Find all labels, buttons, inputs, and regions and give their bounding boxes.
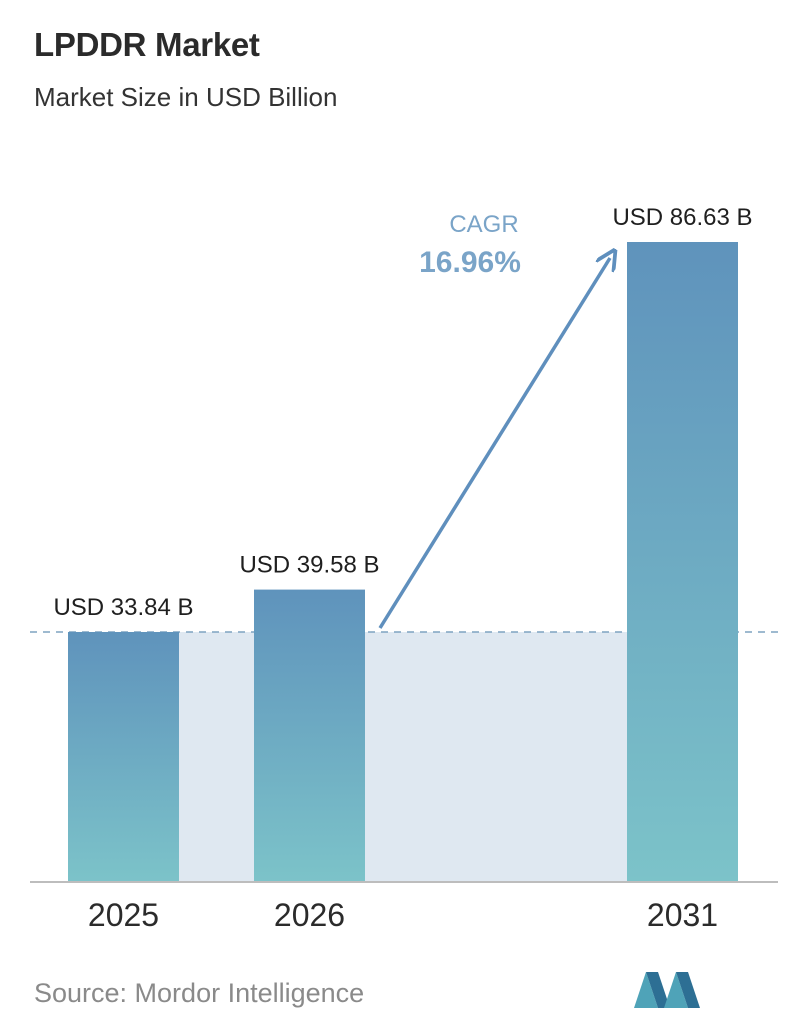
cagr-label: CAGR — [449, 211, 518, 238]
cagr-arrow — [378, 258, 610, 629]
value-label-2031: USD 86.63 B — [612, 204, 752, 231]
value-label-2026: USD 39.58 B — [239, 552, 379, 579]
background-band-1 — [179, 631, 254, 882]
bar-2026 — [254, 589, 365, 882]
source-note: Source: Mordor Intelligence — [34, 978, 365, 1008]
x-tick-label-2031: 2031 — [647, 897, 718, 933]
bar-chart: USD 33.84 B USD 39.58 B USD 86.63 B 2025 20… — [30, 204, 780, 933]
value-label-2025: USD 33.84 B — [53, 594, 193, 621]
mordor-intelligence-logo — [634, 972, 700, 1008]
background-band-2 — [365, 631, 627, 882]
chart-subtitle: Market Size in USD Billion — [34, 82, 338, 112]
chart-title: LPDDR Market — [34, 26, 260, 63]
bar-2031 — [627, 242, 738, 882]
x-tick-label-2025: 2025 — [88, 897, 159, 933]
cagr-value: 16.96% — [419, 246, 521, 279]
x-tick-label-2026: 2026 — [274, 897, 345, 933]
bar-2025 — [68, 631, 179, 882]
